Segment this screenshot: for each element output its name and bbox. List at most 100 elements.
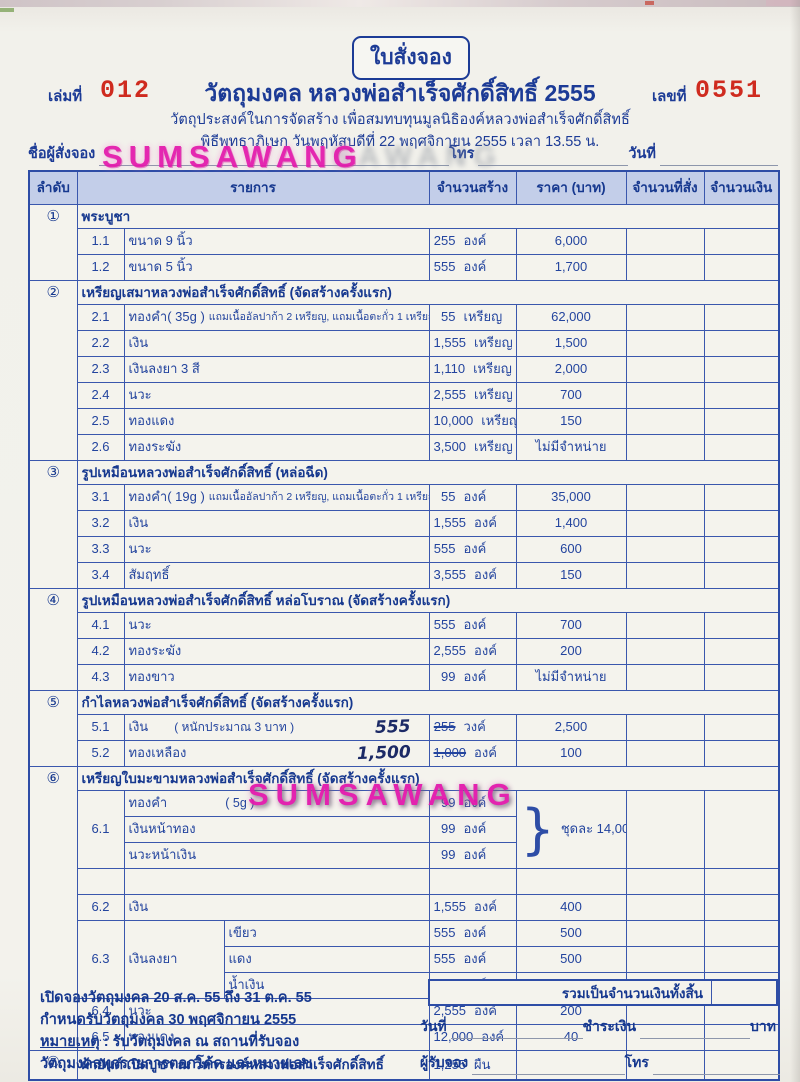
amount-cell bbox=[703, 304, 780, 331]
qty-value: 1,255 bbox=[433, 1056, 467, 1072]
qty-unit: องค์ bbox=[463, 489, 487, 505]
remark-text: : รับวัตถุมงคล ณ สถานที่รับจอง bbox=[103, 1034, 300, 1050]
item-color: แดง bbox=[223, 946, 430, 973]
col-item: รายการ bbox=[76, 170, 430, 205]
item-qty: 99 องค์ bbox=[428, 816, 517, 843]
item-no bbox=[76, 868, 125, 895]
qty-value: 99 bbox=[441, 821, 456, 837]
set-price: ชุดละ 14,000 bbox=[560, 821, 625, 837]
qty-value: 99 bbox=[441, 847, 456, 863]
item-no: 1.2 bbox=[76, 254, 125, 281]
table-row: 4.3 ทองขาว 99 องค์ ไม่มีจำหน่าย bbox=[29, 664, 780, 691]
item-desc: ทองคำ( 19g ) แถมเนื้ออัลปาก้า 2 เหรียญ, แ… bbox=[123, 484, 430, 511]
book-number: 012 bbox=[100, 76, 152, 105]
watermark-stamp: SUMSAWANG bbox=[248, 777, 518, 812]
table-row: 3.4 สัมฤทธิ์ 3,555 องค์ 150 bbox=[29, 562, 780, 589]
order-qty-cell bbox=[625, 868, 705, 895]
qty-value: 99 bbox=[441, 669, 456, 685]
section-7: ⑦ ผ้ายันต์ เปิดบูชา ณ วิหารองค์หลวงพ่อสำ… bbox=[28, 1050, 780, 1081]
item-no: 6.4 bbox=[76, 998, 125, 1025]
qty-unit: องค์ bbox=[463, 847, 487, 863]
order-qty-cell bbox=[625, 638, 705, 665]
qty-unit: เหรียญ bbox=[474, 335, 513, 351]
title-row: เล่มที่ 012 วัตถุมงคล หลวงพ่อสำเร็จศักดิ… bbox=[0, 76, 800, 106]
amount-cell bbox=[703, 536, 780, 563]
item-qty: 555 องค์ bbox=[428, 536, 517, 563]
handwritten-qty: 1,500 bbox=[356, 742, 411, 764]
date-field bbox=[660, 145, 778, 166]
receiver-phone-label: โทร bbox=[624, 1054, 649, 1070]
item-qty: 555 องค์ bbox=[428, 946, 517, 973]
amount-cell bbox=[703, 434, 780, 461]
amount-cell bbox=[703, 382, 780, 409]
item-qty: 99 องค์ bbox=[428, 842, 517, 869]
receiver-phone-field bbox=[652, 1056, 780, 1075]
scan-edge-band bbox=[0, 0, 800, 7]
qty-unit: องค์ bbox=[474, 745, 497, 761]
item-price: 62,000 bbox=[515, 304, 627, 331]
item-price: 150 bbox=[515, 408, 627, 435]
page-title: วัตถุมงคล หลวงพ่อสำเร็จศักดิ์สิทธิ์ 2555 bbox=[204, 80, 596, 106]
item-price: ไม่มีจำหน่าย bbox=[515, 664, 627, 691]
section-4: ④ รูปเหมือนหลวงพ่อสำเร็จศักดิ์สิทธิ์ หล่… bbox=[28, 588, 780, 691]
qty-unit: เหรียญ bbox=[463, 309, 503, 325]
receiver-field bbox=[472, 1056, 625, 1075]
item-price: 200 bbox=[515, 638, 627, 665]
desc-main: ทองคำ bbox=[128, 795, 168, 811]
item-no: 2.3 bbox=[76, 356, 125, 383]
section-title: พระบูชา bbox=[76, 204, 780, 229]
section-6: ⑥ เหรียญใบมะขามหลวงพ่อสำเร็จศักดิ์สิทธิ์… bbox=[28, 766, 780, 1051]
section-number: ① bbox=[28, 204, 78, 281]
section-number: ⑥ bbox=[28, 766, 78, 1051]
order-qty-cell bbox=[625, 714, 705, 741]
item-no: 3.1 bbox=[76, 484, 125, 511]
item-no: 3.3 bbox=[76, 536, 125, 563]
qty-unit: องค์ bbox=[474, 567, 497, 583]
qty-unit: เหรียญ bbox=[474, 439, 513, 455]
item-desc: ทองคำ( 35g ) แถมเนื้ออัลปาก้า 2 เหรียญ, แ… bbox=[123, 304, 430, 331]
desc-main: ทองเหลือง bbox=[128, 745, 187, 761]
item-desc: เงินหน้าทอง bbox=[123, 816, 430, 843]
item-price: 2,500 bbox=[515, 714, 627, 741]
col-amount: จำนวนเงิน bbox=[703, 170, 780, 205]
item-color: น้ำเงิน bbox=[223, 972, 430, 999]
item-desc: ทองแดง bbox=[123, 1024, 430, 1051]
remark-line: หมายเหตุ : รับวัตถุมงคล ณ สถานที่รับจอง bbox=[40, 1031, 430, 1053]
item-price: 6,000 bbox=[515, 228, 627, 255]
section-number: ③ bbox=[28, 460, 78, 589]
section-title: รูปเหมือนหลวงพ่อสำเร็จศักดิ์สิทธิ์ หล่อโ… bbox=[76, 588, 780, 613]
amount-cell bbox=[703, 1024, 780, 1051]
item-qty bbox=[428, 868, 517, 895]
footer-signature-block: วันที่ ชำระเงิน บาท ผู้รับจอง โทร bbox=[420, 1016, 780, 1082]
item-price: 150 bbox=[515, 562, 627, 589]
amount-cell bbox=[703, 612, 780, 639]
item-price: 1,400 bbox=[515, 510, 627, 537]
desc-note: ( หนักประมาณ 3 บาท ) bbox=[174, 719, 295, 734]
set-price-cell: } ชุดละ 14,000 bbox=[515, 790, 627, 869]
item-desc: นวะ bbox=[123, 612, 430, 639]
item-no: 1.1 bbox=[76, 228, 125, 255]
qty-value: 255 bbox=[433, 233, 456, 249]
qty-value: 1,555 bbox=[433, 899, 467, 915]
book-number-label: เล่มที่ bbox=[48, 88, 83, 105]
item-price: 2,000 bbox=[515, 356, 627, 383]
amount-cell bbox=[703, 228, 780, 255]
table-row: 5.2 ทองเหลือง 1,500 1,000 องค์ 100 bbox=[29, 740, 780, 767]
order-qty-cell bbox=[625, 510, 705, 537]
item-no: 2.6 bbox=[76, 434, 125, 461]
item-no: 2.1 bbox=[76, 304, 125, 331]
item-no: 5.2 bbox=[76, 740, 125, 767]
item-no: 4.2 bbox=[76, 638, 125, 665]
form-subtitle-purpose: วัตถุประสงค์ในการจัดสร้าง เพื่อสมทบทุนมู… bbox=[170, 112, 630, 128]
item-desc: เงิน bbox=[123, 510, 430, 537]
item-qty: 1,555 เหรียญ bbox=[428, 330, 517, 357]
item-no: 6.2 bbox=[76, 894, 125, 921]
order-qty-cell bbox=[625, 664, 705, 691]
qty-value: 99 bbox=[441, 795, 456, 811]
qty-unit: องค์ bbox=[463, 259, 487, 275]
desc-main: ทองคำ( 19g ) bbox=[128, 489, 205, 505]
customer-name-field bbox=[99, 145, 450, 166]
item-no: 2.2 bbox=[76, 330, 125, 357]
qty-value: 2,555 bbox=[433, 387, 467, 403]
